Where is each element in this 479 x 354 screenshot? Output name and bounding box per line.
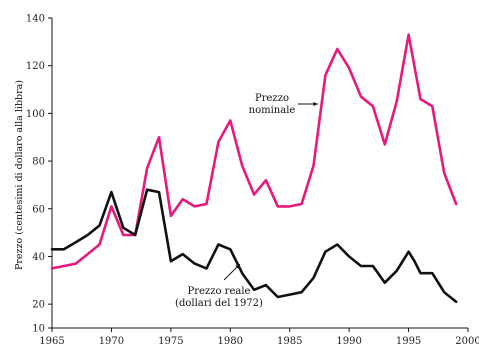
x-tick: 1980 <box>218 328 243 347</box>
annotation-arrowhead <box>235 264 240 269</box>
series-label-line: (dollari del 1972) <box>175 298 263 309</box>
y-tick-label: 140 <box>26 14 45 25</box>
y-tick: 100 <box>26 109 52 120</box>
x-tick-label: 1985 <box>277 336 302 347</box>
x-tick-label: 1980 <box>218 336 243 347</box>
x-tick: 1995 <box>396 328 421 347</box>
series-label-line: Prezzo reale <box>188 286 251 297</box>
annotation-arrowhead <box>313 102 318 106</box>
y-tick-label: 100 <box>26 109 45 120</box>
x-tick: 2000 <box>455 328 479 347</box>
y-tick-label: 60 <box>32 204 45 215</box>
annotation-real: Prezzo reale(dollari del 1972) <box>175 263 263 309</box>
y-axis-label: Prezzo (centesimi di dollaro alla libbra… <box>14 80 25 270</box>
y-tick: 140 <box>26 14 52 25</box>
x-tick: 1975 <box>158 328 184 347</box>
y-tick-label: 80 <box>32 157 45 168</box>
x-tick-label: 2000 <box>455 336 479 347</box>
series-label-line: nominale <box>249 105 296 116</box>
y-tick-label: 120 <box>26 61 45 72</box>
y-tick: 40 <box>32 252 52 263</box>
y-tick: 60 <box>32 204 52 215</box>
y-tick-label: 10 <box>32 324 45 335</box>
y-tick: 10 <box>32 324 52 335</box>
series-label-line: Prezzo <box>255 93 289 104</box>
series-layer <box>50 33 458 304</box>
y-tick-label: 40 <box>32 252 45 263</box>
x-tick-label: 1995 <box>396 336 421 347</box>
x-tick: 1965 <box>39 328 65 347</box>
axes: 1965 1970 1975 1980 1985 1990 1995 200010204060… <box>26 14 479 348</box>
x-tick: 1990 <box>336 328 362 347</box>
series-line-nominal <box>50 33 458 270</box>
x-tick-label: 1970 <box>99 336 124 347</box>
series-line-real <box>50 188 458 304</box>
x-tick-label: 1990 <box>336 336 361 347</box>
x-tick: 1970 <box>99 328 124 347</box>
x-tick-label: 1975 <box>158 336 183 347</box>
x-tick: 1985 <box>277 328 302 347</box>
y-tick: 20 <box>32 300 52 311</box>
y-tick: 120 <box>26 61 52 72</box>
x-tick-label: 1965 <box>39 336 64 347</box>
y-tick-label: 20 <box>32 300 45 311</box>
y-tick: 80 <box>32 157 52 168</box>
